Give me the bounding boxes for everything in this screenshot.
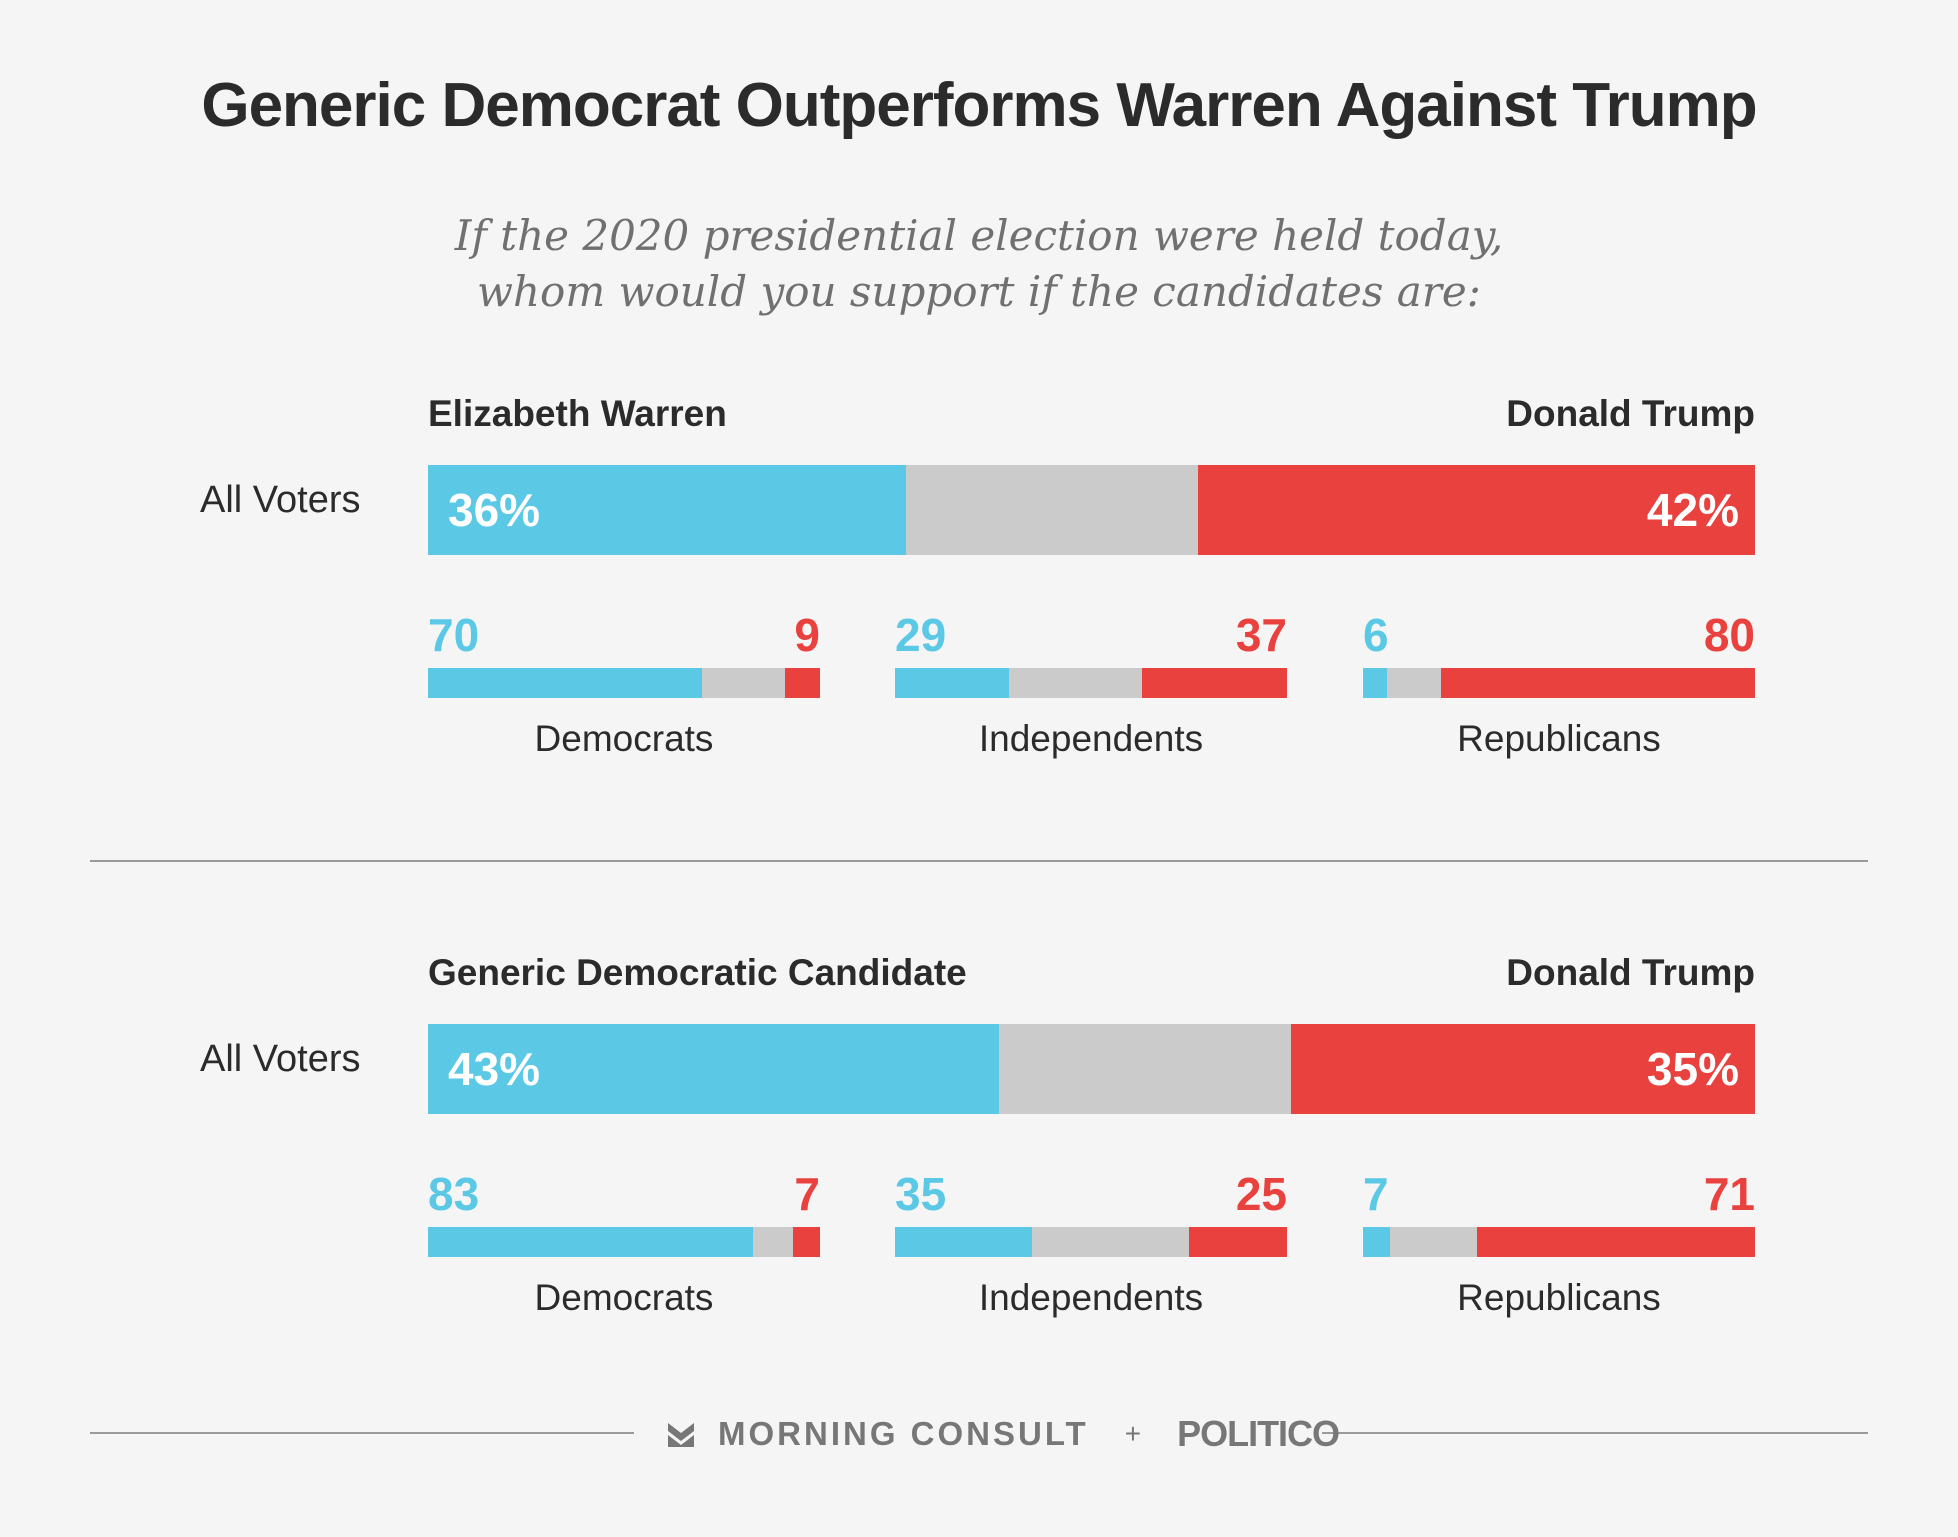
group-bar	[895, 1227, 1287, 1257]
all-voters-dem-value: 36%	[448, 484, 541, 536]
group-dem-value: 35	[895, 1168, 947, 1220]
right-candidate-name: Donald Trump	[1506, 952, 1755, 993]
all-voters-rep-value: 35%	[1646, 1043, 1739, 1095]
group-dem-segment	[895, 1227, 1033, 1257]
all-voters-dem-value: 43%	[448, 1043, 541, 1095]
group-independents: 29 37 Independents	[895, 608, 1287, 768]
group-dem-value: 7	[1363, 1168, 1389, 1220]
politico-wordmark: POLITICO	[1177, 1413, 1340, 1454]
group-dem-segment	[895, 668, 1009, 698]
all-voters-rep-segment	[1197, 465, 1755, 555]
group-republicans: 7 71 Republicans	[1363, 1167, 1755, 1327]
chart-title: Generic Democrat Outperforms Warren Agai…	[201, 71, 1757, 140]
group-label: Republicans	[1457, 1277, 1661, 1318]
group-independents: 35 25 Independents	[895, 1167, 1287, 1327]
left-candidate-name: Generic Democratic Candidate	[428, 952, 967, 993]
matchup-panel-generic: Generic Democratic Candidate Donald Trum…	[0, 952, 1958, 1352]
all-voters-dem-segment	[428, 1024, 999, 1114]
group-bar	[1363, 668, 1755, 698]
group-bar	[1363, 1227, 1755, 1257]
all-voters-bar: 43% 35%	[428, 1024, 1755, 1114]
group-bar	[428, 668, 820, 698]
group-rep-value: 7	[794, 1168, 820, 1220]
all-voters-label: All Voters	[200, 479, 361, 521]
all-voters-dem-segment	[428, 465, 906, 555]
group-dem-value: 29	[895, 609, 947, 661]
all-voters-label: All Voters	[200, 1038, 361, 1080]
group-rep-value: 37	[1235, 609, 1287, 661]
section-divider	[90, 860, 1868, 862]
left-candidate-name: Elizabeth Warren	[428, 393, 727, 434]
group-label: Independents	[978, 718, 1204, 759]
all-voters-bar: 36% 42%	[428, 465, 1755, 555]
footer-rule-right	[1322, 1432, 1868, 1434]
group-bar	[895, 668, 1287, 698]
group-democrats: 70 9 Democrats	[428, 608, 820, 768]
right-candidate-name: Donald Trump	[1506, 393, 1755, 434]
chart-subtitle: If the 2020 presidential election were h…	[0, 208, 1958, 320]
group-dem-value: 83	[428, 1168, 480, 1220]
group-republicans: 6 80 Republicans	[1363, 608, 1755, 768]
group-rep-segment	[1476, 1227, 1755, 1257]
morning-consult-wordmark: MORNING CONSULT	[718, 1415, 1089, 1452]
group-bar	[428, 1227, 820, 1257]
morning-consult-logo-icon	[668, 1423, 694, 1447]
group-dem-value: 70	[428, 609, 480, 661]
group-rep-segment	[784, 668, 820, 698]
group-dem-segment	[428, 1227, 754, 1257]
group-label: Republicans	[1457, 718, 1661, 759]
group-rep-value: 9	[794, 609, 820, 661]
all-voters-rep-value: 42%	[1646, 484, 1739, 536]
group-rep-segment	[1189, 1227, 1287, 1257]
group-label: Independents	[978, 1277, 1204, 1318]
group-rep-segment	[792, 1227, 820, 1257]
group-rep-segment	[1141, 668, 1287, 698]
footer-rule-left	[90, 1432, 634, 1434]
group-rep-value: 71	[1703, 1168, 1755, 1220]
group-rep-segment	[1441, 668, 1755, 698]
group-rep-value: 80	[1703, 609, 1755, 661]
footer-branding: MORNING CONSULT + POLITICO	[666, 1412, 1340, 1456]
group-dem-segment	[1363, 668, 1387, 698]
group-rep-value: 25	[1235, 1168, 1287, 1220]
group-label: Democrats	[534, 718, 714, 759]
subtitle-line-1: If the 2020 presidential election were h…	[454, 211, 1504, 260]
group-dem-segment	[1363, 1227, 1391, 1257]
group-dem-value: 6	[1363, 609, 1389, 661]
subtitle-line-2: whom would you support if the candidates…	[477, 267, 1481, 316]
brand-separator: +	[1124, 1418, 1142, 1449]
group-democrats: 83 7 Democrats	[428, 1167, 820, 1327]
group-label: Democrats	[534, 1277, 714, 1318]
matchup-panel-warren: Elizabeth Warren Donald Trump All Voters…	[0, 393, 1958, 793]
group-dem-segment	[428, 668, 703, 698]
all-voters-rep-segment	[1290, 1024, 1755, 1114]
